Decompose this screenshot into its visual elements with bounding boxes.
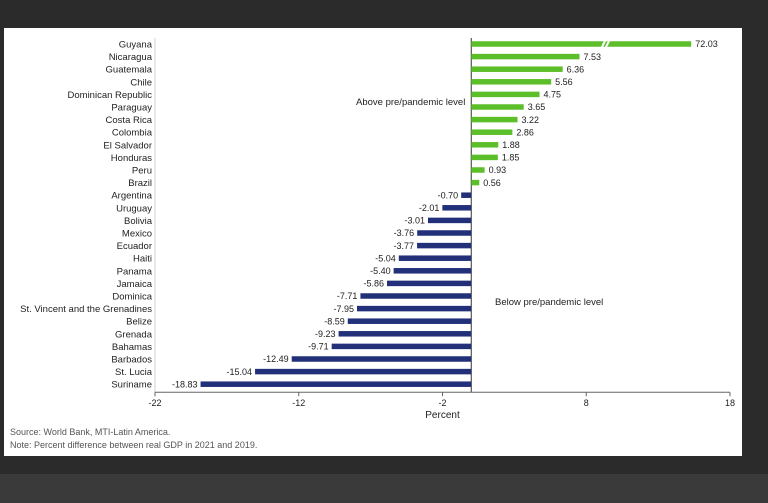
value-label-costa-rica: 3.22 [522,115,540,125]
bar-st-lucia [255,368,472,375]
bar-colombia [471,129,513,135]
category-label-st-vincent-and-the-grenadines: St. Vincent and the Grenadines [20,304,152,315]
category-label-dominica: Dominica [112,292,152,303]
category-label-nicaragua: Nicaragua [109,52,153,63]
value-label-suriname: -18.83 [172,379,198,389]
value-label-nicaragua: 7.53 [583,52,601,62]
bar-ecuador [417,242,472,249]
value-label-argentina: -0.70 [438,190,459,200]
value-label-paraguay: 3.65 [528,102,546,112]
value-label-brazil: 0.56 [483,178,501,188]
category-label-jamaica: Jamaica [117,279,153,290]
category-label-mexico: Mexico [122,229,152,240]
bar-bahamas [331,343,472,350]
category-label-el-salvador: El Salvador [103,140,152,151]
category-label-panama: Panama [117,266,153,277]
value-label-grenada: -9.23 [315,329,336,339]
value-label-mexico: -3.76 [394,228,415,238]
x-tick-label: -12 [292,398,305,408]
value-label-peru: 0.93 [489,165,507,175]
bar-dominica [360,293,472,299]
value-label-colombia: 2.86 [516,127,534,137]
bar-peru [471,167,485,173]
value-label-uruguay: -2.01 [419,203,440,213]
value-label-bahamas: -9.71 [308,342,329,352]
value-label-honduras: 1.85 [502,153,520,163]
source-note: Source: World Bank, MTI-Latin America. [10,427,171,437]
x-tick-label: 18 [725,398,735,408]
value-label-guyana: 72.03 [695,39,718,49]
bar-panama [393,268,472,274]
bar-brazil [471,179,480,186]
value-label-st-vincent-and-the-grenadines: -7.95 [333,304,354,314]
value-label-dominica: -7.71 [337,291,358,301]
category-label-guyana: Guyana [119,40,153,51]
bar-guatemala [471,66,563,72]
bar-chile [471,79,552,85]
category-label-guatemala: Guatemala [106,65,153,76]
category-label-st-lucia: St. Lucia [115,367,153,378]
category-label-costa-rica: Costa Rica [106,115,153,126]
category-label-paraguay: Paraguay [111,103,152,114]
category-label-haiti: Haiti [133,254,152,265]
category-label-grenada: Grenada [115,329,153,340]
chart-panel: -22 -12 -2 8 18 Percent Guyana 72.03 Nicaragua 7.… [4,28,742,456]
bar-haiti [398,255,472,261]
category-label-colombia: Colombia [112,128,153,139]
value-label-haiti: -5.04 [375,253,396,263]
bar-uruguay [442,205,472,211]
value-label-chile: 5.56 [555,77,573,87]
bar-suriname [200,381,472,387]
value-label-st-lucia: -15.04 [227,367,253,377]
bar-costa-rica [471,116,518,123]
bar-barbados [291,356,472,362]
bar-grenada [338,331,472,337]
bar-argentina [461,192,472,198]
category-label-barbados: Barbados [111,355,152,366]
category-label-belize: Belize [126,317,152,328]
category-label-chile: Chile [130,77,152,88]
category-label-brazil: Brazil [128,178,152,189]
value-label-guatemala: 6.36 [567,64,585,74]
category-label-argentina: Argentina [111,191,152,202]
value-label-barbados: -12.49 [263,354,289,364]
bar-mexico [417,230,472,236]
value-label-dominican-republic: 4.75 [544,90,562,100]
value-label-belize: -8.59 [324,316,345,326]
value-label-bolivia: -3.01 [404,216,425,226]
category-label-bolivia: Bolivia [124,216,153,227]
bar-chart: -22 -12 -2 8 18 Percent Guyana 72.03 Nicaragua 7.… [20,38,735,421]
axis-break-mark [600,39,611,49]
value-label-ecuador: -3.77 [394,241,415,251]
x-axis-title: Percent [425,410,460,421]
annotation-below: Below pre/pandemic level [495,297,603,308]
bar-bolivia [427,217,472,224]
annotation-above: Above pre/pandemic level [356,97,465,108]
bottom-bar [0,474,768,503]
x-tick-label: -22 [148,398,161,408]
category-label-honduras: Honduras [111,153,152,164]
bar-el-salvador [471,142,499,148]
bar-nicaragua [471,53,580,60]
category-label-suriname: Suriname [111,380,152,391]
bar-honduras [471,154,498,161]
value-label-el-salvador: 1.88 [502,140,520,150]
bar-st-vincent-and-the-grenadines [356,305,472,312]
category-label-dominican-republic: Dominican Republic [68,90,153,101]
footnote: Note: Percent difference between real GD… [10,440,258,450]
x-tick-label: 8 [584,398,589,408]
value-label-jamaica: -5.86 [363,279,384,289]
bar-guyana [471,41,692,47]
category-label-peru: Peru [132,166,152,177]
category-label-uruguay: Uruguay [116,203,152,214]
category-label-bahamas: Bahamas [112,342,152,353]
bar-jamaica [387,280,472,287]
value-label-panama: -5.40 [370,266,391,276]
x-tick-label: -2 [438,398,446,408]
category-label-ecuador: Ecuador [117,241,152,252]
bar-belize [347,318,472,324]
bar-paraguay [471,104,524,110]
bar-dominican-republic [471,91,540,98]
